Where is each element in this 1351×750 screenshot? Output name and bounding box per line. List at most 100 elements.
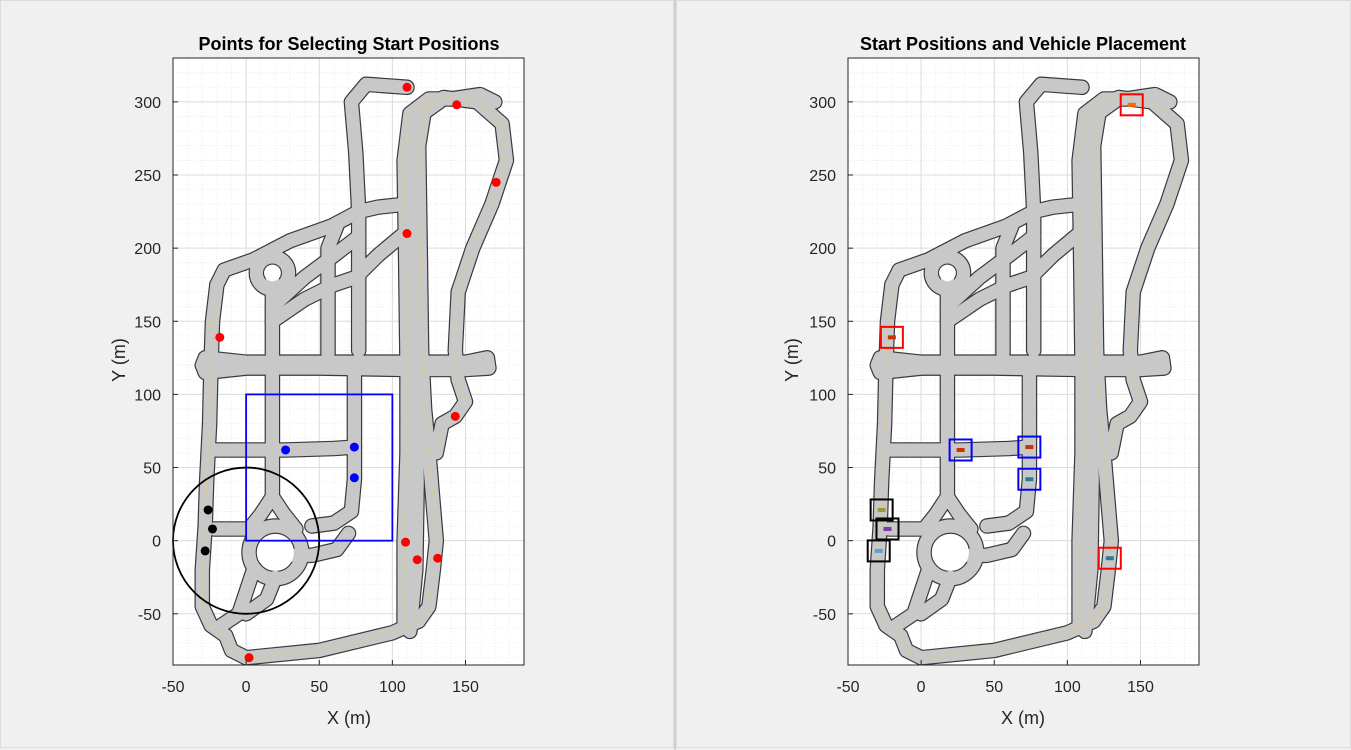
- y-tick-label: 100: [134, 387, 161, 404]
- x-tick-label: 100: [1054, 679, 1081, 696]
- roundabout-surface: [249, 250, 296, 296]
- y-axis-label: Y (m): [782, 338, 802, 382]
- axes-frame: [172, 57, 525, 666]
- start-point-marker: [281, 445, 291, 455]
- vehicle-marker: [887, 335, 896, 340]
- road-network: [869, 76, 1190, 666]
- lane-marking: [403, 98, 451, 629]
- panel-divider: [674, 0, 676, 750]
- road-surface: [940, 226, 1086, 328]
- y-tick-label: 50: [818, 461, 836, 478]
- start-point-marker: [433, 553, 443, 563]
- vehicle-marker: [874, 548, 883, 553]
- start-point-marker: [215, 332, 225, 342]
- start-point-marker: [491, 177, 501, 187]
- start-point-marker: [207, 524, 217, 534]
- y-tick-label: 200: [809, 241, 836, 258]
- x-tick-label: 0: [917, 679, 926, 696]
- x-tick-label: 150: [452, 679, 479, 696]
- axes-frame: [847, 57, 1200, 666]
- vehicle-box: [866, 539, 891, 563]
- y-tick-label: 0: [152, 534, 161, 551]
- x-tick-label: 100: [379, 679, 406, 696]
- road-surface: [195, 351, 496, 380]
- y-tick-label: 300: [134, 95, 161, 112]
- y-tick-label: 200: [134, 241, 161, 258]
- roundabout-island: [931, 533, 969, 571]
- y-tick-label: -50: [138, 607, 161, 624]
- x-tick-label: -50: [836, 679, 859, 696]
- y-tick-label: 0: [827, 534, 836, 551]
- road-network: [194, 76, 515, 666]
- vehicle-box: [1097, 546, 1122, 570]
- y-tick-label: 150: [809, 314, 836, 331]
- road-surface: [885, 563, 935, 635]
- y-tick-label: 50: [143, 461, 161, 478]
- start-point-marker: [203, 505, 213, 515]
- road-surface: [1119, 88, 1177, 109]
- chart-title: Start Positions and Vehicle Placement: [860, 34, 1186, 54]
- road-surface: [870, 351, 1171, 380]
- vehicle-marker: [1105, 556, 1114, 561]
- chart-title: Points for Selecting Start Positions: [198, 34, 499, 54]
- y-tick-label: 150: [134, 314, 161, 331]
- lane-marking: [225, 620, 419, 659]
- x-axis-label: X (m): [327, 708, 371, 728]
- road-surface: [344, 77, 414, 219]
- vehicle-box: [948, 438, 973, 462]
- road-surface: [996, 219, 1019, 361]
- x-tick-label: 50: [985, 679, 1003, 696]
- roundabout-surface: [242, 519, 309, 586]
- start-points-plot: Points for Selecting Start Positions X (…: [109, 34, 525, 728]
- roundabout-island: [939, 264, 956, 282]
- vehicle-placement-plot: Start Positions and Vehicle Placement X …: [782, 34, 1200, 728]
- road-surface: [265, 229, 366, 314]
- start-point-marker: [412, 555, 422, 565]
- road-surface: [265, 226, 411, 328]
- start-point-marker: [402, 229, 412, 239]
- start-point-marker: [244, 653, 254, 663]
- road-surface: [940, 229, 1041, 314]
- vehicle-marker: [1025, 477, 1034, 482]
- road-surface: [321, 219, 344, 361]
- x-tick-label: 0: [242, 679, 251, 696]
- road-surface: [195, 278, 233, 643]
- road-surface: [1078, 95, 1121, 638]
- x-tick-label: 50: [310, 679, 328, 696]
- vehicle-marker: [1025, 445, 1034, 450]
- y-tick-label: 100: [809, 387, 836, 404]
- y-tick-label: 300: [809, 95, 836, 112]
- start-point-marker: [349, 473, 359, 483]
- vehicle-box: [869, 498, 894, 522]
- road-surface: [980, 358, 1036, 533]
- x-tick-label: -50: [161, 679, 184, 696]
- lane-marking: [900, 620, 1094, 659]
- vehicle-box: [1017, 467, 1042, 491]
- vehicle-marker: [1127, 102, 1136, 107]
- road-surface: [870, 278, 908, 643]
- vehicle-box: [1119, 93, 1144, 117]
- y-tick-label: -50: [813, 607, 836, 624]
- start-point-marker: [402, 82, 412, 92]
- vehicle-box: [1017, 435, 1042, 459]
- y-axis-label: Y (m): [109, 338, 129, 382]
- start-point-marker: [450, 411, 460, 421]
- road-surface: [1019, 77, 1089, 219]
- road-surface: [882, 490, 954, 536]
- y-tick-label: 250: [134, 168, 161, 185]
- x-axis-label: X (m): [1001, 708, 1045, 728]
- start-point-marker: [401, 537, 411, 547]
- vehicle-box: [879, 325, 904, 349]
- road-surface: [412, 90, 513, 628]
- roundabout-surface: [917, 519, 984, 586]
- start-point-marker: [452, 100, 462, 110]
- road-surface: [305, 358, 361, 533]
- vehicle-marker: [877, 507, 886, 512]
- roundabout-surface: [924, 250, 971, 296]
- start-point-marker: [349, 442, 359, 452]
- x-tick-label: 150: [1127, 679, 1154, 696]
- road-surface: [403, 95, 446, 638]
- lane-marking: [1078, 98, 1126, 629]
- roundabout-island: [264, 264, 281, 282]
- vehicle-marker: [883, 526, 892, 531]
